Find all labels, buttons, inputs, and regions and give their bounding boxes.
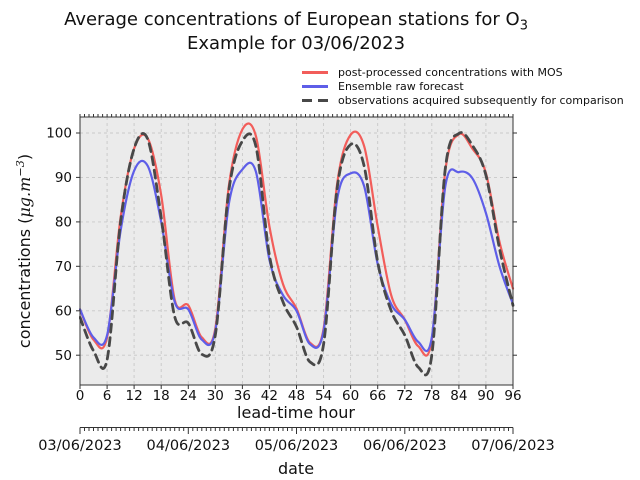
y-tick-label: 50 [55,348,72,364]
x-tick-label: 90 [477,388,494,404]
raw-forecast-line-swatch [302,84,328,88]
x-tick-label: 36 [234,388,251,404]
date-tick-label: 04/06/2023 [147,438,231,454]
y-axis-label: concentrations (μg.m−3) [14,154,34,348]
y-axis-label-close: ) [15,153,35,161]
x-tick-label: 30 [207,388,224,404]
y-tick-label: 60 [55,304,72,320]
gridlines [79,117,514,385]
observations-line-swatch [302,98,328,102]
x-tick-label: 48 [288,388,305,404]
legend-label-observations: observations acquired subsequently for c… [338,93,624,107]
x-tick-label: 72 [396,388,413,404]
date-tick-label: 03/06/2023 [38,438,122,454]
x-tick-label: 12 [126,388,143,404]
y-axis-unit-exponent: −3 [13,160,27,177]
x-tick-label: 96 [504,388,521,404]
y-tick-label: 80 [55,215,72,231]
x-tick-label: 78 [423,388,440,404]
x-tick-label: 84 [450,388,467,404]
chart-title-text: Average concentrations of European stati… [64,9,520,30]
y-axis-label-text: concentrations ( [15,217,35,349]
series-line [79,131,515,377]
x-tick-label: 42 [261,388,278,404]
data-series [79,122,515,377]
legend-label-raw: Ensemble raw forecast [338,79,464,93]
x-tick-label: 6 [103,388,112,404]
legend-item-observations: observations acquired subsequently for c… [302,93,624,107]
legend-item-raw: Ensemble raw forecast [302,79,624,93]
date-tick-label: 07/06/2023 [471,438,555,454]
y-tick-label: 100 [46,126,72,142]
x-tick-label: 18 [153,388,170,404]
chart-title-subscript: 3 [519,18,528,34]
chart-subtitle: Example for 03/06/2023 [186,33,406,54]
axis-ticks [76,114,517,389]
chart-title: Average concentrations of European stati… [64,9,528,34]
x-tick-label: 66 [369,388,386,404]
x-tick-label: 60 [342,388,359,404]
legend: post-processed concentrations with MOS E… [302,65,624,107]
y-axis-unit: μg.m [15,176,35,218]
date-tick-label: 05/06/2023 [255,438,339,454]
x-tick-label: 0 [76,388,85,404]
x-axis-label: lead-time hour [237,403,355,422]
y-tick-label: 70 [55,259,72,275]
legend-label-mos: post-processed concentrations with MOS [338,65,563,79]
mos-line-swatch [302,70,328,74]
date-tick-label: 06/06/2023 [363,438,447,454]
date-axis-label: date [277,459,315,478]
tick-labels: 0 6 12 18 24 30 36 42 48 54 60 66 72 78 84 90 96 50 60 70 80… [46,126,521,404]
x-tick-label: 24 [180,388,197,404]
date-axis: 03/06/2023 04/06/2023 05/06/2023 06/06/2023… [38,427,555,454]
legend-item-mos: post-processed concentrations with MOS [302,65,624,79]
y-tick-label: 90 [55,170,72,186]
x-tick-label: 54 [315,388,332,404]
